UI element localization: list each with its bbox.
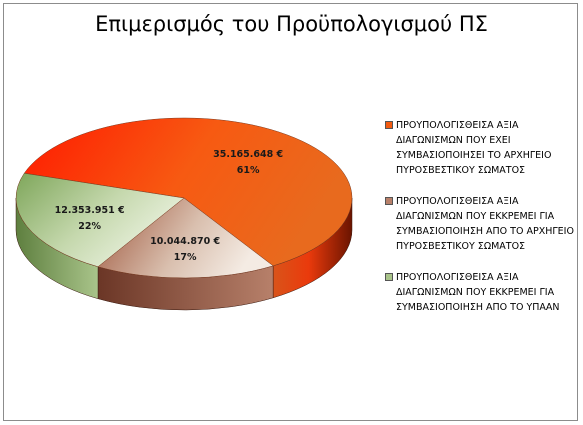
legend-label: ΠΡΟΥΠΟΛΟΓΙΣΘΕΙΣΑ ΑΞΙΑ ΔΙΑΓΩΝΙΣΜΩΝ ΠΟΥ ΕΚ…	[396, 272, 560, 313]
data-label-value: 12.353.951 €	[55, 205, 125, 216]
pie-slice	[97, 197, 274, 279]
legend-swatch	[385, 121, 393, 129]
data-label-value: 35.165.648 €	[213, 149, 283, 160]
legend-swatch	[385, 273, 393, 281]
legend-label: ΠΡΟΥΠΟΛΟΓΙΣΘΕΙΣΑ ΑΞΙΑ ΔΙΑΓΩΝΙΣΜΩΝ ΠΟΥ ΕΧ…	[396, 120, 552, 176]
data-label-percent: 17%	[174, 252, 197, 263]
legend-item: ΠΡΟΥΠΟΛΟΓΙΣΘΕΙΣΑ ΑΞΙΑ ΔΙΑΓΩΝΙΣΜΩΝ ΠΟΥ ΕΚ…	[385, 270, 580, 315]
legend-label: ΠΡΟΥΠΟΛΟΓΙΣΘΕΙΣΑ ΑΞΙΑ ΔΙΑΓΩΝΙΣΜΩΝ ΠΟΥ ΕΚ…	[396, 196, 574, 252]
data-label-percent: 61%	[237, 165, 260, 176]
legend: ΠΡΟΥΠΟΛΟΓΙΣΘΕΙΣΑ ΑΞΙΑ ΔΙΑΓΩΝΙΣΜΩΝ ΠΟΥ ΕΧ…	[385, 118, 580, 331]
chart-title: Επιμερισμός του Προϋπολογισμού ΠΣ	[95, 12, 488, 36]
pie-slice	[15, 172, 185, 268]
data-label-percent: 22%	[78, 221, 101, 232]
legend-item: ΠΡΟΥΠΟΛΟΓΙΣΘΕΙΣΑ ΑΞΙΑ ΔΙΑΓΩΝΙΣΜΩΝ ΠΟΥ ΕΚ…	[385, 194, 580, 254]
pie-slice	[23, 117, 353, 267]
legend-swatch	[385, 197, 393, 205]
legend-item: ΠΡΟΥΠΟΛΟΓΙΣΘΕΙΣΑ ΑΞΙΑ ΔΙΑΓΩΝΙΣΜΩΝ ΠΟΥ ΕΧ…	[385, 118, 580, 178]
data-label-value: 10.044.870 €	[150, 236, 220, 247]
